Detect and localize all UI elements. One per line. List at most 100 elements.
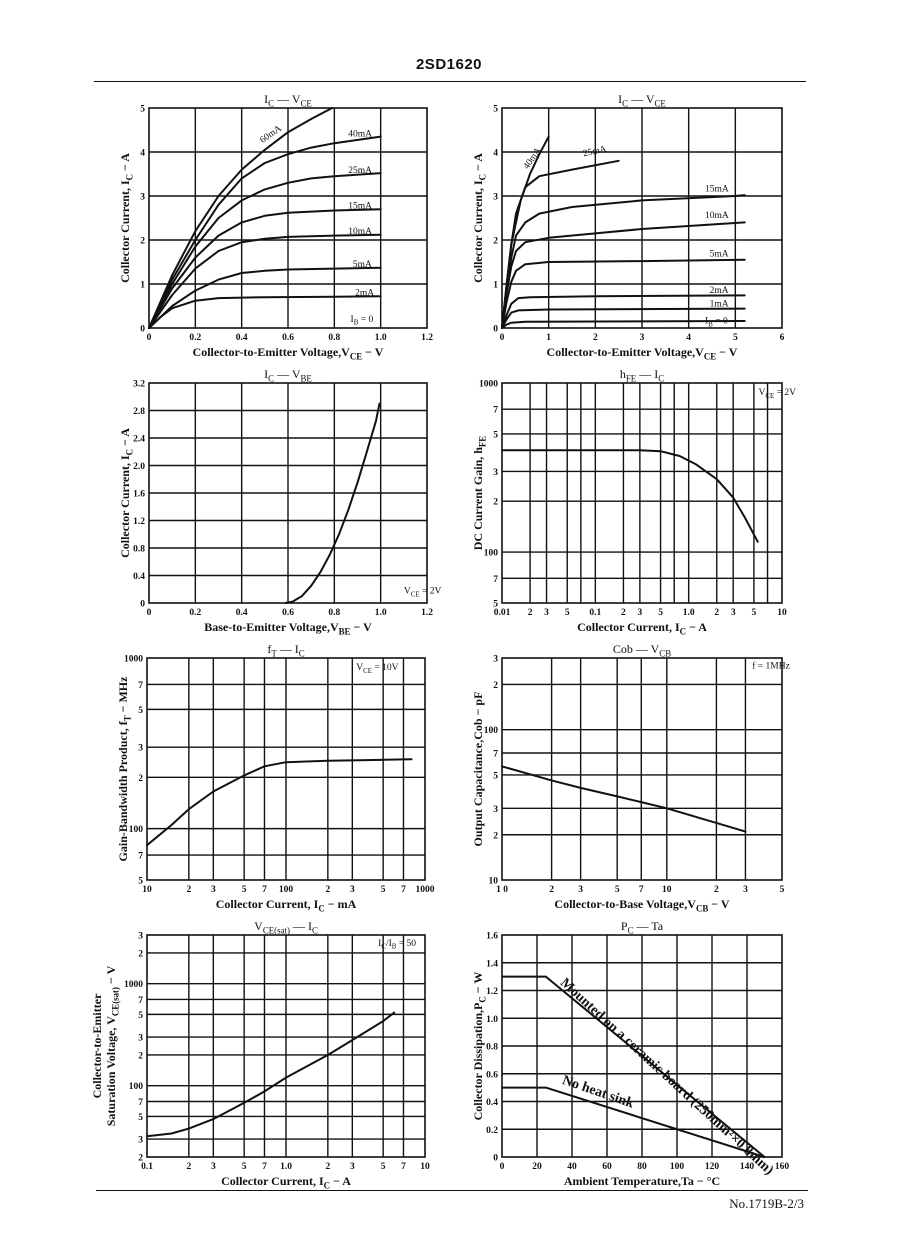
series-line-mounted-on-a-ceramic-board-250mm-0-8mm <box>501 975 766 1158</box>
y-axis-label: Gain-Bandwidth Product, fT − MHz <box>116 676 133 862</box>
y-tick-label: 5 <box>138 1011 143 1021</box>
x-tick-label: 1.0 <box>280 1162 292 1172</box>
y-tick-label: 3 <box>493 193 498 203</box>
y-tick-label: 5 <box>138 706 143 716</box>
chart-annotation: 25mA <box>348 166 372 176</box>
y-tick-label: 3.2 <box>133 380 145 390</box>
y-tick-label: 100 <box>484 549 499 559</box>
y-tick-label: 3 <box>493 655 498 665</box>
x-axis-label: Collector-to-Base Voltage,VCB − V <box>554 897 729 914</box>
y-axis-label: Collector-to-Emitter <box>90 993 104 1099</box>
x-tick-label: 1 <box>546 333 551 343</box>
x-tick-label: 3 <box>578 885 583 895</box>
x-tick-label: 6 <box>780 333 785 343</box>
chart-c5: 10 2 3 5 7 100 2 3 5 7 1000 5 7 100 2 3 5 7 1000 fT — IC Col… <box>116 642 435 914</box>
y-tick-label: 2.8 <box>133 407 145 417</box>
y-tick-label: 1 <box>493 281 498 291</box>
chart-annotation: 40mA <box>348 130 372 140</box>
x-tick-label: 60 <box>602 1162 612 1172</box>
x-tick-label: 2 <box>325 1162 330 1172</box>
chart-c7: 0.1 2 3 5 7 1.0 2 3 5 7 1023571002357100023VCE(sat… <box>90 919 430 1191</box>
chart-c4: 0.01 2 3 5 0.1 2 3 5 1.0 2 3 5 10 5 7 100 2 3 5 7 1000 hFE — … <box>471 367 796 637</box>
x-tick-label: 5 <box>780 885 785 895</box>
x-tick-label: 0 <box>500 1162 505 1172</box>
chart-title: Cob — VCB <box>613 642 671 659</box>
y-tick-label: 2.0 <box>133 462 145 472</box>
y-tick-label: 2 <box>138 774 143 784</box>
chart-c6: 1 0 2 3 5 7 10 2 3 5 10 2 3 5 7 100 2 3 Cob — VCB Collecto… <box>471 642 790 914</box>
y-tick-label: 7 <box>493 749 498 759</box>
x-tick-label: 1.0 <box>683 608 695 618</box>
y-tick-label: 0.4 <box>486 1098 498 1108</box>
y-tick-label: 2 <box>140 237 145 247</box>
x-tick-label: 1.0 <box>375 333 387 343</box>
y-tick-label: 0.8 <box>486 1043 498 1053</box>
series-line-series <box>501 765 747 833</box>
page-header: 2SD1620 <box>0 56 898 84</box>
chart-annotation: 10mA <box>348 227 372 237</box>
y-tick-label: 5 <box>493 430 498 440</box>
x-tick-label: 0 <box>147 608 152 618</box>
chart-annotation: 1mA <box>710 299 729 309</box>
series-line-0 <box>501 320 746 329</box>
chart-annotation: 5mA <box>710 250 729 260</box>
document-number: No.1719B-2/3 <box>729 1196 804 1211</box>
series-line-1ma <box>501 307 746 329</box>
y-tick-label: 5 <box>493 771 498 781</box>
chart-annotation: 2mA <box>710 286 729 296</box>
x-tick-label: 2 <box>528 608 533 618</box>
x-tick-label: 5 <box>565 608 570 618</box>
series-line-series <box>501 449 759 543</box>
y-tick-label: 2 <box>138 1154 143 1164</box>
y-tick-label: 0.4 <box>133 572 145 582</box>
chart-annotation: VCE = 10V <box>356 663 398 675</box>
chart-annotation: 60mA <box>259 124 284 146</box>
y-tick-label: 0 <box>140 325 145 335</box>
x-tick-label: 5 <box>752 608 757 618</box>
y-tick-label: 0.6 <box>486 1070 498 1080</box>
y-tick-label: 1.6 <box>486 932 498 942</box>
series-line-15ma <box>148 208 382 329</box>
y-axis-label: Collector Current, IC − A <box>471 153 488 283</box>
chart-title: PC — Ta <box>621 919 664 936</box>
x-tick-label: 20 <box>532 1162 542 1172</box>
chart-c3: 0 0.2 0.4 0.6 0.8 1.0 1.2 0 0.4 0.8 1.2 1.6 2.0 2.4 2.… <box>118 367 442 637</box>
y-tick-label: 5 <box>138 1113 143 1123</box>
series-line-40ma <box>148 135 382 329</box>
header-rule <box>94 81 806 82</box>
y-tick-label: 2 <box>138 949 143 959</box>
y-axis-label: Collector Current, IC − A <box>118 428 135 558</box>
y-tick-label: 7 <box>138 1098 143 1108</box>
x-axis-label: Collector-to-Emitter Voltage,VCE − V <box>193 345 384 362</box>
x-tick-label: 0.4 <box>236 333 248 343</box>
series-line-5ma <box>148 266 382 329</box>
y-tick-label: 0 <box>493 325 498 335</box>
x-axis-label: Collector Current, IC − A <box>221 1174 351 1191</box>
x-tick-label: 0.8 <box>328 608 340 618</box>
y-tick-label: 2.4 <box>133 435 145 445</box>
y-tick-label: 7 <box>138 996 143 1006</box>
series-line-series <box>146 758 413 847</box>
y-axis-label: Collector Current, IC − A <box>118 153 135 283</box>
x-tick-label: 120 <box>705 1162 720 1172</box>
y-tick-label: 3 <box>140 193 145 203</box>
y-tick-label: 5 <box>493 600 498 610</box>
x-tick-label: 3 <box>743 885 748 895</box>
y-tick-label: 1.2 <box>486 987 498 997</box>
y-tick-label: 5 <box>138 877 143 887</box>
x-tick-label: 1 0 <box>496 885 508 895</box>
y-axis-label: DC Current Gain, hFE <box>471 436 488 551</box>
y-tick-label: 7 <box>138 852 143 862</box>
y-tick-label: 10 <box>489 877 499 887</box>
x-tick-label: 2 <box>325 885 330 895</box>
x-tick-label: 1000 <box>416 885 435 895</box>
x-tick-label: 2 <box>621 608 626 618</box>
x-tick-label: 2 <box>549 885 554 895</box>
y-axis-label-2: Saturation Voltage, VCE(sat) − V <box>104 965 121 1126</box>
x-tick-label: 0.1 <box>141 1162 153 1172</box>
y-tick-label: 4 <box>140 149 145 159</box>
chart-title: fT — IC <box>267 642 304 659</box>
x-tick-label: 5 <box>381 885 386 895</box>
x-tick-label: 3 <box>731 608 736 618</box>
x-tick-label: 3 <box>211 885 216 895</box>
